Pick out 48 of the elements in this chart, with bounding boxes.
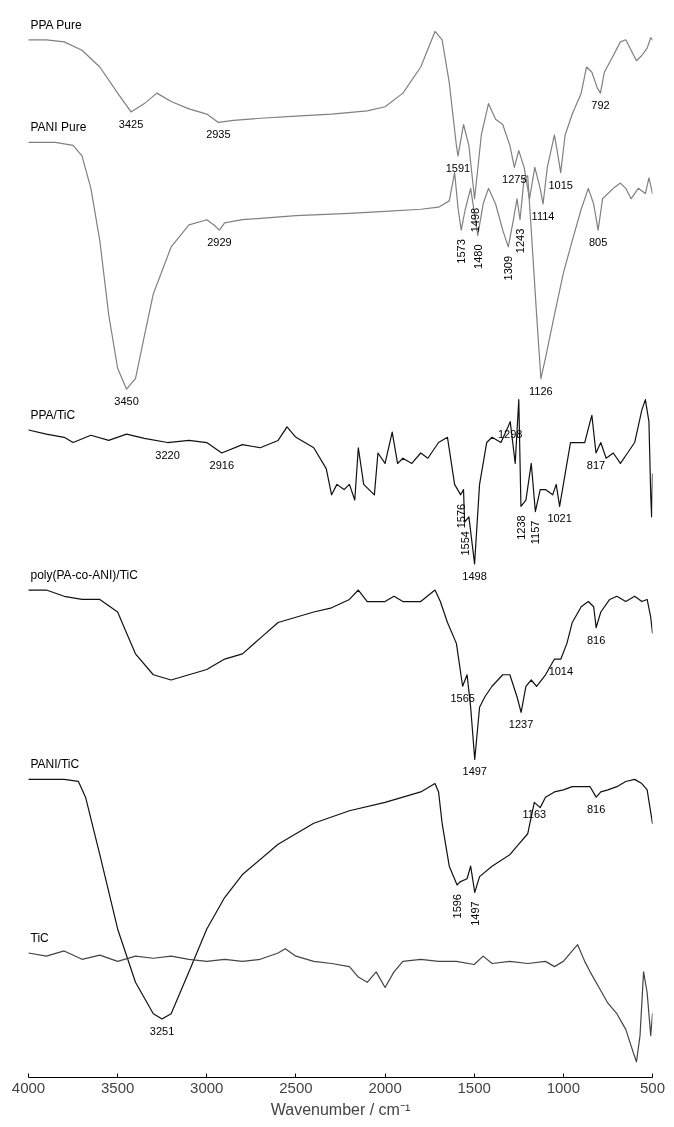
annotation: 1275	[502, 173, 527, 186]
annotation: 817	[586, 458, 606, 471]
annotation: 792	[591, 99, 610, 112]
annotation: 1126	[529, 384, 553, 397]
series-label: TiC	[30, 931, 50, 946]
annotation: 1596	[451, 894, 464, 919]
series-label: PANI Pure	[30, 120, 87, 135]
annotation: 1014	[548, 665, 574, 678]
annotation: 1114	[531, 210, 555, 223]
x-tick-label: 4000	[11, 1078, 46, 1096]
x-tick-label: 3500	[100, 1078, 135, 1096]
annotation: 1480	[471, 244, 484, 269]
x-tick-label: 3000	[190, 1078, 224, 1096]
x-tick-label: 2000	[368, 1078, 402, 1096]
series-label: PPA/TiC	[30, 407, 76, 422]
annotation: 1591	[445, 161, 471, 174]
annotation: 1243	[514, 228, 527, 254]
annotation: 3220	[155, 448, 180, 461]
annotation: 2935	[206, 128, 231, 141]
annotation: 1576	[454, 503, 467, 529]
annotation: 1157	[529, 520, 542, 545]
x-tick-label: 1000	[546, 1078, 581, 1096]
annotation: 805	[588, 236, 608, 249]
annotation: 1015	[548, 178, 573, 191]
annotation: 2916	[209, 458, 235, 471]
annotation: 1498	[462, 569, 487, 582]
annotation: 1309	[502, 255, 515, 281]
annotation: 1497	[462, 765, 487, 778]
x-axis-title: Wavenumber / cm⁻¹	[270, 1100, 411, 1118]
annotation: 1497	[468, 901, 481, 926]
annotation: 816	[586, 803, 606, 816]
annotation: 2929	[207, 236, 232, 249]
x-tick-label: 1500	[457, 1078, 491, 1096]
series-label: poly(PA-co-ANI)/TiC	[30, 568, 139, 583]
annotation: 3425	[118, 117, 144, 130]
annotation: 1238	[514, 515, 527, 540]
annotation: 1498	[468, 207, 481, 233]
series-label: PANI/TiC	[30, 757, 80, 772]
annotation: 1021	[547, 512, 572, 525]
x-tick-label: 500	[639, 1078, 666, 1096]
x-tick-label: 2500	[279, 1078, 313, 1096]
annotation: 3251	[149, 1024, 175, 1037]
annotation: 816	[586, 633, 606, 646]
annotation: 1573	[455, 239, 468, 264]
annotation: 3450	[114, 395, 139, 408]
annotation: 1554	[458, 531, 471, 556]
series-label: PPA Pure	[30, 17, 82, 32]
annotation: 1237	[508, 718, 534, 731]
